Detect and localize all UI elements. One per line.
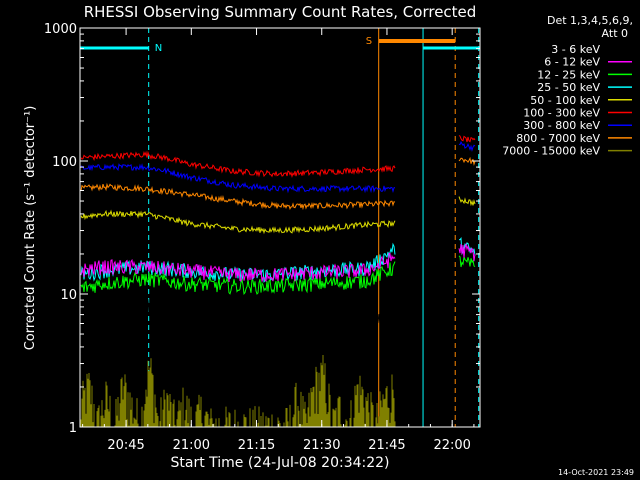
x-tick-label-1: 21:00: [173, 438, 210, 453]
legend-header-attenuator: Att 0: [602, 27, 628, 40]
x-axis-label: Start Time (24-Jul-08 20:34:22): [170, 455, 389, 471]
series-6: [80, 140, 476, 194]
legend-label-4: 50 - 100 keV: [530, 94, 600, 107]
plot-frame: [79, 27, 481, 428]
x-tick-label-5: 22:00: [433, 438, 470, 453]
legend-label-0: 3 - 6 keV: [551, 43, 600, 56]
legend-label-7: 800 - 7000 keV: [516, 132, 600, 145]
x-tick-label-3: 21:30: [303, 438, 340, 453]
series-4: [80, 196, 476, 235]
series-7: [80, 156, 476, 211]
x-tick-label-2: 21:15: [238, 438, 275, 453]
legend-label-5: 100 - 300 keV: [523, 107, 600, 120]
legend-header-detectors: Det 1,3,4,5,6,9,: [547, 14, 633, 27]
legend-label-2: 12 - 25 keV: [537, 68, 600, 81]
y-tick-label-1: 10: [60, 288, 77, 303]
legend-label-3: 25 - 50 keV: [537, 81, 600, 94]
x-tick-label-4: 21:45: [368, 438, 405, 453]
chart-title: RHESSI Observing Summary Count Rates, Co…: [84, 3, 477, 21]
plot-area: NS: [79, 28, 480, 427]
saa-flag-label: S: [366, 36, 372, 47]
y-axis-label: Corrected Count Rate (s⁻¹ detector⁻¹): [23, 106, 38, 351]
legend-label-8: 7000 - 15000 keV: [502, 145, 600, 158]
y-tick-label-0: 1: [69, 421, 77, 436]
y-tick-label-2: 100: [52, 155, 77, 170]
series-1: [80, 242, 476, 282]
legend-label-1: 6 - 12 keV: [544, 56, 600, 69]
x-tick-label-0: 20:45: [107, 438, 144, 453]
series-5: [80, 135, 476, 179]
series-2: [80, 255, 476, 296]
night-flag-label: N: [155, 43, 162, 54]
legend-label-6: 300 - 800 keV: [523, 119, 600, 132]
axes: 20:45 21:00 21:15 21:30 21:45 22:00 1 10 100 1000: [44, 22, 481, 453]
y-tick-label-3: 1000: [44, 22, 77, 37]
render-timestamp: 14-Oct-2021 23:49: [558, 468, 634, 477]
series-0: [80, 267, 476, 338]
